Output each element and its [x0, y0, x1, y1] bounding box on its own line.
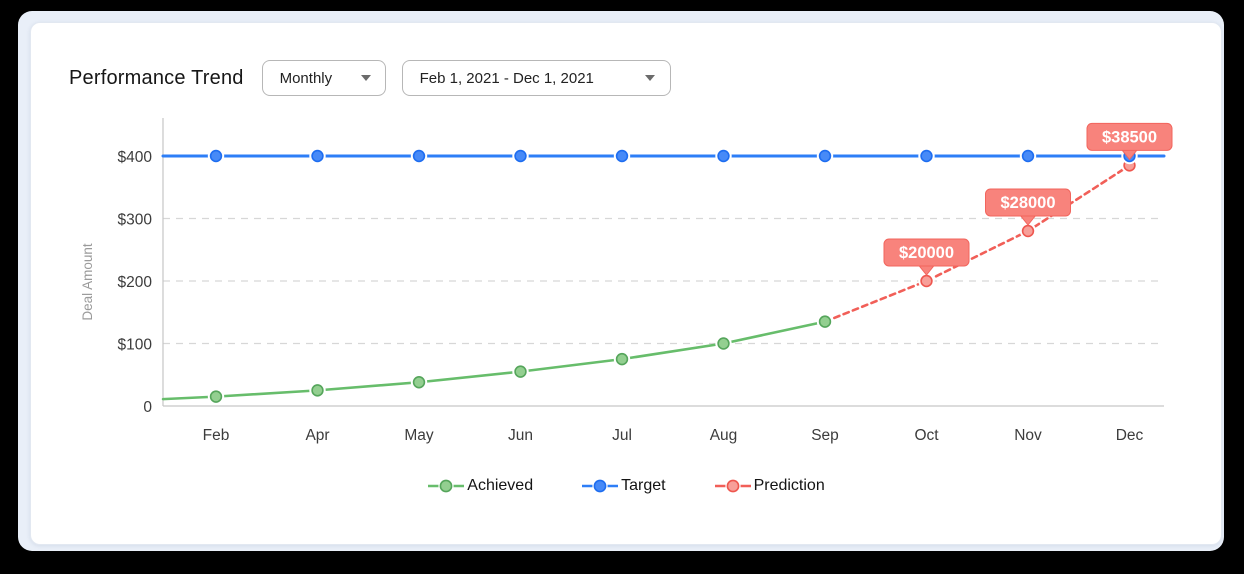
frequency-dropdown[interactable]: Monthly: [261, 60, 386, 96]
legend-item-prediction[interactable]: Prediction: [714, 477, 825, 495]
legend-marker-icon: [582, 478, 619, 494]
date-range-dropdown[interactable]: Feb 1, 2021 - Dec 1, 2021: [401, 60, 671, 96]
legend-label: Prediction: [753, 477, 825, 494]
legend-label: Achieved: [467, 477, 534, 494]
performance-trend-card: Performance Trend Monthly Feb 1, 2021 - …: [30, 22, 1222, 545]
chevron-down-icon: [360, 75, 371, 81]
chart-legend: Achieved Target Prediction: [31, 477, 1221, 495]
dashboard-background: Performance Trend Monthly Feb 1, 2021 - …: [18, 11, 1224, 551]
frequency-dropdown-value: Monthly: [279, 69, 333, 87]
chevron-down-icon: [644, 75, 655, 81]
card-title: Performance Trend: [69, 66, 244, 89]
legend-marker-icon: [428, 478, 465, 494]
card-header: Performance Trend Monthly Feb 1, 2021 - …: [69, 60, 671, 96]
date-range-dropdown-value: Feb 1, 2021 - Dec 1, 2021: [419, 69, 594, 87]
legend-item-achieved[interactable]: Achieved: [427, 477, 533, 495]
legend-marker-icon: [714, 478, 751, 494]
legend-item-target[interactable]: Target: [581, 477, 666, 495]
legend-label: Target: [621, 477, 666, 494]
